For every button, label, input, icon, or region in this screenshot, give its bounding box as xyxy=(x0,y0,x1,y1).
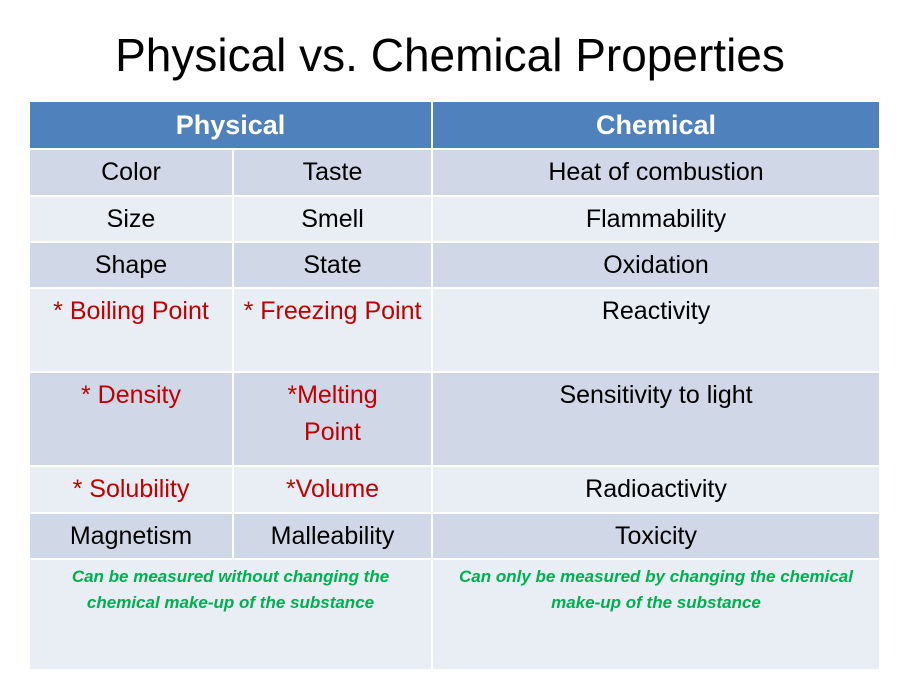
cell: State xyxy=(231,241,434,289)
cell: Malleability xyxy=(231,512,434,560)
cell: Heat of combustion xyxy=(431,148,882,197)
cell: Oxidation xyxy=(431,241,882,289)
cell: * Boiling Point xyxy=(28,287,234,373)
cell: Shape xyxy=(28,241,234,289)
cell: Reactivity xyxy=(431,287,882,373)
cell: Flammability xyxy=(431,195,882,243)
cell: Taste xyxy=(231,148,434,197)
cell: *Melting Point xyxy=(231,371,434,467)
cell: Size xyxy=(28,195,234,243)
row: Size Smell Flammability xyxy=(28,195,882,243)
header-row: Physical Chemical xyxy=(27,100,882,150)
cell: Toxicity xyxy=(431,512,882,560)
properties-table: Physical Chemical Color Taste Heat of co… xyxy=(27,100,882,671)
row: * Density *Melting Point Sensitivity to … xyxy=(28,371,882,467)
row: * Boiling Point * Freezing Point Reactiv… xyxy=(28,287,882,373)
footer-cell: Can only be measured by changing the che… xyxy=(431,558,882,671)
cell: Color xyxy=(28,148,234,197)
header-cell: Chemical xyxy=(431,100,882,150)
cell: * Density xyxy=(28,371,234,467)
row: * Solubility *Volume Radioactivity xyxy=(28,465,882,514)
cell: *Volume xyxy=(231,465,434,514)
row: Color Taste Heat of combustion xyxy=(28,148,882,197)
footer-row: Can be measured without changing the che… xyxy=(27,558,882,671)
footer-cell: Can be measured without changing the che… xyxy=(27,558,434,671)
row: Shape State Oxidation xyxy=(28,241,882,289)
cell: Radioactivity xyxy=(431,465,882,514)
row: Magnetism Malleability Toxicity xyxy=(28,512,882,560)
cell: * Solubility xyxy=(28,465,234,514)
cell: Sensitivity to light xyxy=(431,371,882,467)
cell: * Freezing Point xyxy=(231,287,434,373)
header-cell: Physical xyxy=(27,100,434,150)
cell: Smell xyxy=(231,195,434,243)
slide-title: Physical vs. Chemical Properties xyxy=(115,29,785,81)
cell: Magnetism xyxy=(28,512,234,560)
